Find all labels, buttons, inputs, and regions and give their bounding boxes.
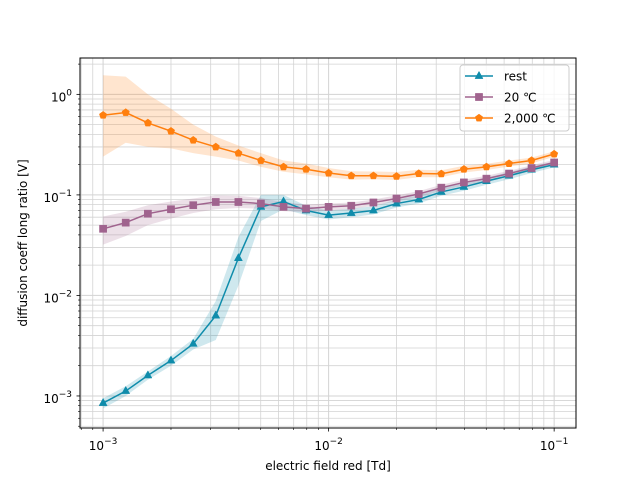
point-20 <box>211 198 220 206</box>
legend-label: 2,000 ℃ <box>504 112 556 126</box>
point-2-000 <box>505 159 514 167</box>
point-20 <box>550 158 558 167</box>
point-2-000 <box>414 169 423 177</box>
point-2-000 <box>527 156 536 164</box>
point-2-000 <box>392 172 401 180</box>
point-rest <box>414 194 424 203</box>
point-20 <box>99 224 107 233</box>
grid <box>80 58 576 428</box>
point-20 <box>189 201 198 210</box>
point-rest <box>143 370 153 379</box>
point-2-000 <box>347 171 356 180</box>
x-tick-label: 10−3 <box>89 437 118 453</box>
legend-marker <box>475 93 483 101</box>
point-rest <box>233 253 243 261</box>
point-20 <box>482 174 491 183</box>
y-tick-label: 10−2 <box>43 289 72 305</box>
point-2-000 <box>143 118 152 127</box>
point-rest <box>98 397 108 406</box>
point-2-000 <box>234 148 243 157</box>
x-tick-label: 10−1 <box>540 437 569 453</box>
point-2-000 <box>369 171 378 180</box>
legend: rest 20 ℃ 2,000 ℃ <box>459 64 570 132</box>
point-rest <box>121 385 131 394</box>
point-rest <box>346 207 356 216</box>
point-20 <box>437 183 446 192</box>
legend-marker <box>474 113 484 122</box>
y-tick-label: 10−1 <box>43 189 72 205</box>
point-rest <box>166 355 176 364</box>
point-2-000 <box>459 165 468 173</box>
y-axis-title: diffusion coeff long ratio [V] <box>16 159 30 326</box>
x-tick-label: 10−2 <box>314 437 343 453</box>
point-20 <box>324 203 333 211</box>
point-2-000 <box>121 108 130 116</box>
point-2-000 <box>211 142 220 151</box>
point-20 <box>257 199 265 208</box>
legend-entry-rest: rest <box>465 70 527 84</box>
y-tick-label: 100 <box>51 88 72 104</box>
point-2-000 <box>550 149 559 158</box>
y-tick-label: 10−3 <box>43 390 72 406</box>
point-20 <box>121 218 130 227</box>
point-2-000 <box>189 135 198 144</box>
point-rest <box>188 338 198 347</box>
point-20 <box>302 204 310 213</box>
point-rest <box>211 310 221 319</box>
x-axis-title: electric field red [Td] <box>265 459 391 473</box>
point-2-000 <box>437 169 446 178</box>
point-2-000 <box>324 168 333 177</box>
point-2-000 <box>482 162 491 171</box>
point-2-000 <box>279 162 288 171</box>
point-20 <box>279 203 288 211</box>
point-2-000 <box>99 111 108 119</box>
point-20 <box>144 209 152 218</box>
series-markers <box>98 108 559 406</box>
point-rest <box>392 198 401 207</box>
legend-frame <box>459 64 570 132</box>
point-20 <box>414 190 423 198</box>
legend-label: 20 ℃ <box>504 91 537 105</box>
point-20 <box>392 194 401 203</box>
point-rest <box>368 205 378 214</box>
axis-ticks: 10−3 10−2 10−1 10−3 10−2 10−1 100 <box>43 63 569 453</box>
legend-entry-2000c: 2,000 ℃ <box>465 112 556 126</box>
point-2-000 <box>166 127 175 135</box>
point-20 <box>347 201 356 210</box>
point-20 <box>460 178 468 187</box>
point-rest <box>324 209 334 218</box>
band-2-000 <box>103 75 555 180</box>
point-20 <box>527 164 536 172</box>
plot-frame <box>79 57 577 429</box>
point-20 <box>234 198 243 206</box>
legend-label: rest <box>504 70 527 84</box>
legend-marker <box>474 70 484 79</box>
point-2-000 <box>256 156 265 164</box>
point-20 <box>505 169 513 178</box>
point-2-000 <box>302 165 311 173</box>
legend-entry-20c: 20 ℃ <box>465 91 537 105</box>
point-20 <box>167 205 175 214</box>
point-20 <box>369 198 378 207</box>
